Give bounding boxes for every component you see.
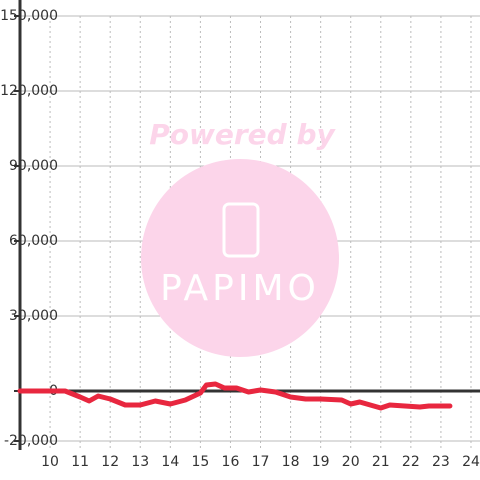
y-tick-label: -20,000 [4,433,58,449]
watermark-logo: PAPIMO [160,268,320,309]
x-tick-label: 15 [191,454,209,470]
watermark-circle [141,159,339,357]
y-tick-label: 120,000 [0,83,58,99]
x-tick-label: 20 [342,454,360,470]
x-tick-label: 23 [432,454,450,470]
x-tick-label: 18 [282,454,300,470]
y-tick-label: 30,000 [9,308,58,324]
x-tick-label: 11 [71,454,89,470]
x-tick-label: 16 [222,454,240,470]
x-tick-label: 10 [41,454,59,470]
x-tick-label: 19 [312,454,330,470]
x-tick-label: 12 [101,454,119,470]
x-tick-label: 21 [372,454,390,470]
x-tick-label: 17 [252,454,270,470]
watermark-title: Powered by [149,118,336,151]
x-tick-label: 24 [462,454,480,470]
line-series [17,381,453,411]
y-tick-label: 90,000 [9,158,58,174]
x-tick-label: 13 [131,454,149,470]
x-tick-label: 14 [161,454,179,470]
watermark-phone [222,202,260,258]
y-tick-label: 60,000 [9,233,58,249]
y-tick-label: 150,000 [0,8,58,24]
x-tick-label: 22 [402,454,420,470]
